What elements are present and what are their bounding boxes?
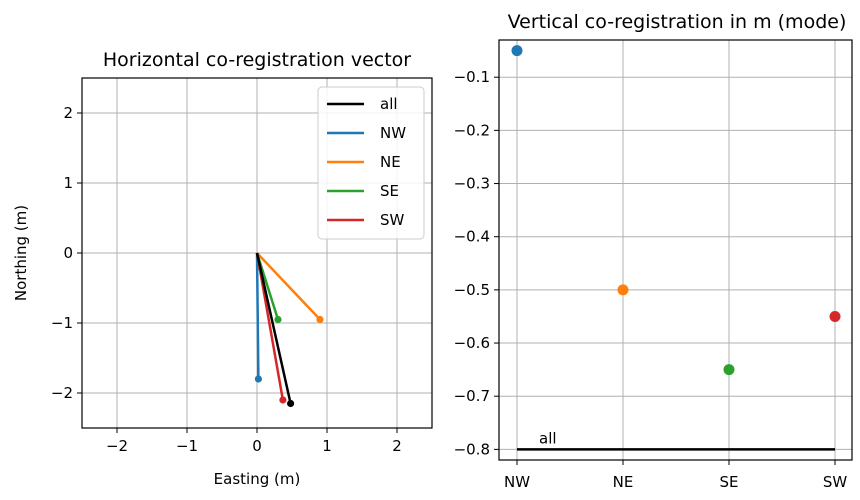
series-line-nw (255, 252, 260, 380)
right-x-tick-label: NE (613, 473, 634, 491)
series-endpoint-sw (279, 396, 287, 404)
reference-line-label: all (539, 429, 557, 447)
right-y-tick-label: −0.2 (454, 121, 490, 139)
point-sw (829, 310, 841, 322)
legend-box (317, 86, 425, 240)
left-y-axis-label: Northing (m) (12, 205, 30, 301)
right-plot-frame (498, 39, 853, 461)
left-y-tick-label: 2 (63, 104, 73, 122)
point-nw (511, 45, 523, 57)
series-endpoint-se (274, 315, 282, 324)
series-endpoint-nw (254, 375, 262, 383)
right-y-tick-label: −0.5 (454, 281, 490, 299)
left-x-tick-label: −1 (176, 437, 198, 455)
left-y-tick-label: 0 (63, 244, 73, 262)
series-endpoint-all (287, 399, 295, 408)
right-y-tick-label: −0.1 (454, 68, 490, 86)
left-chart-title: Horizontal co-registration vector (103, 49, 411, 71)
left-x-tick-label: 1 (322, 437, 332, 455)
right-chart-title: Vertical co-registration in m (mode) (508, 11, 847, 33)
series-line-ne (256, 252, 321, 321)
horizontal-vector-chart: Horizontal co-registration vector −2 −1 0 1… (12, 49, 433, 488)
left-x-tick-label: 0 (252, 437, 262, 455)
left-plot-frame (81, 77, 433, 429)
series-endpoint-ne (316, 315, 324, 324)
legend-label-sw: SW (380, 211, 405, 229)
right-y-tick-label: −0.4 (454, 228, 490, 246)
vertical-offset-chart: Vertical co-registration in m (mode) all… (454, 11, 853, 491)
left-x-axis-label: Easting (m) (214, 470, 301, 488)
right-x-tick-label: SW (823, 473, 848, 491)
legend: all NW NE SE SW (317, 86, 425, 240)
legend-label-nw: NW (380, 124, 406, 142)
point-se (723, 364, 735, 376)
legend-label-all: all (380, 95, 398, 113)
legend-label-se: SE (380, 182, 399, 200)
left-x-tick-label: 2 (392, 437, 402, 455)
right-y-tick-label: −0.3 (454, 175, 490, 193)
right-x-tick-label: SE (720, 473, 739, 491)
left-x-tick-label: −2 (106, 437, 128, 455)
left-y-tick-label: 1 (63, 174, 73, 192)
right-y-tick-label: −0.6 (454, 334, 490, 352)
left-y-tick-label: −1 (51, 314, 73, 332)
right-x-tick-label: NW (504, 473, 530, 491)
series-line-all (255, 252, 292, 404)
legend-label-ne: NE (380, 153, 401, 171)
right-y-tick-label: −0.7 (454, 387, 490, 405)
right-y-tick-label: −0.8 (454, 440, 490, 458)
left-y-tick-label: −2 (51, 384, 73, 402)
point-ne (617, 284, 629, 296)
